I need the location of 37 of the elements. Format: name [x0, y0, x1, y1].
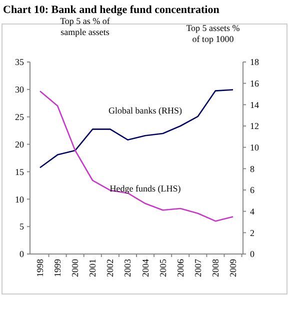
y-tick-label: 25: [15, 112, 24, 122]
y-tick-label: 10: [15, 194, 24, 204]
line-series: [39, 89, 234, 168]
y-tick-label: 0: [20, 249, 24, 260]
x-tick-label: 2001: [88, 259, 98, 277]
x-tick-label: 2008: [210, 258, 220, 277]
line-series: [39, 90, 234, 222]
y2-tick-label: 8: [250, 164, 255, 174]
y-axis-title: Top 5 as % of sample assets: [60, 16, 110, 37]
y2-tick-label: 16: [250, 78, 260, 88]
series-label: Global banks (RHS): [108, 106, 182, 116]
y-tick-label: 20: [15, 139, 24, 150]
x-tick-label: 2000: [70, 258, 80, 277]
x-tick-label: 2006: [175, 258, 186, 277]
y-tick-label: 5: [20, 222, 24, 232]
x-tick-label: 1998: [35, 258, 45, 277]
x-tick-label: 2007: [192, 258, 203, 277]
y2-tick-label: 14: [250, 100, 260, 110]
y2-tick-label: 10: [250, 142, 260, 152]
x-tick-label: 2009: [228, 258, 238, 277]
x-tick-label: 2003: [122, 258, 133, 277]
y-tick-label: 30: [15, 84, 24, 95]
y-tick-label: 15: [15, 166, 24, 177]
y2-tick-label: 18: [250, 57, 260, 68]
y2-tick-label: 2: [250, 228, 254, 238]
y2-tick-label: 12: [250, 121, 259, 132]
x-tick-label: 2004: [140, 258, 150, 277]
y2-axis-title: Top 5 assets % of top 1000: [186, 23, 240, 44]
x-tick-label: 1999: [52, 258, 63, 277]
y2-tick-label: 0: [250, 249, 255, 260]
y-tick-label: 35: [15, 57, 24, 68]
x-tick-label: 2005: [158, 258, 168, 277]
x-tick-label: 2002: [105, 259, 116, 277]
series-label: Hedge funds (LHS): [110, 184, 181, 194]
y2-tick-label: 4: [250, 206, 255, 216]
chart-title: Chart 10: Bank and hedge fund concentration: [3, 4, 220, 16]
y2-tick-label: 6: [250, 185, 255, 196]
